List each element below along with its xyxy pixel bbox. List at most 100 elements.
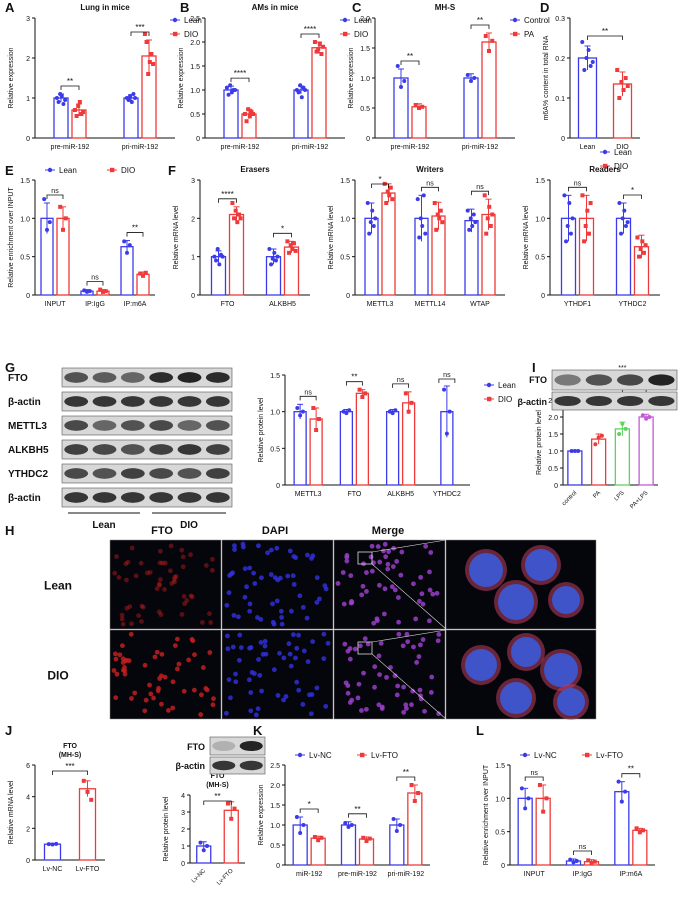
cell bbox=[268, 572, 274, 577]
data-point bbox=[570, 216, 575, 221]
cell bbox=[190, 638, 196, 644]
data-point bbox=[398, 823, 403, 827]
data-point bbox=[544, 796, 549, 801]
legend-marker bbox=[172, 17, 178, 23]
data-point bbox=[469, 79, 473, 83]
data-point bbox=[74, 114, 79, 118]
data-point bbox=[54, 96, 59, 100]
cell bbox=[142, 662, 148, 668]
data-point bbox=[393, 408, 398, 413]
data-point bbox=[319, 52, 324, 56]
cell bbox=[124, 577, 129, 583]
chart-c: C MH-S 0 0.5 1.0 1.5 2.0 Relative expression pre… bbox=[348, 0, 550, 151]
cell bbox=[293, 655, 298, 661]
sig-label: ** bbox=[214, 792, 220, 801]
cell bbox=[121, 667, 126, 673]
data-point bbox=[349, 823, 354, 827]
data-point bbox=[487, 49, 491, 53]
cell bbox=[232, 543, 237, 549]
blot-band bbox=[205, 396, 230, 407]
sig-bracket bbox=[60, 85, 80, 90]
legend-label: Lean bbox=[498, 381, 516, 390]
data-point bbox=[317, 42, 322, 47]
data-point bbox=[622, 208, 627, 213]
blot-label: FTO bbox=[529, 375, 547, 385]
data-point bbox=[275, 254, 280, 259]
bar bbox=[123, 97, 139, 139]
cell bbox=[374, 616, 380, 622]
cell bbox=[139, 619, 144, 624]
y-tick-label: 3 bbox=[26, 16, 30, 23]
data-point bbox=[437, 216, 442, 221]
cell bbox=[285, 573, 291, 579]
blot-band bbox=[177, 396, 202, 407]
cell bbox=[364, 570, 369, 575]
blot-band bbox=[120, 468, 145, 479]
sig-bracket bbox=[203, 800, 232, 805]
blot-band bbox=[239, 740, 263, 752]
x-tick-label: pre-miR-192 bbox=[338, 871, 377, 878]
data-point bbox=[487, 204, 492, 209]
cell bbox=[125, 559, 131, 565]
data-point bbox=[133, 96, 138, 100]
blot-band bbox=[92, 444, 117, 455]
data-point bbox=[438, 208, 443, 213]
blot-band bbox=[648, 395, 675, 407]
y-tick-label: 1.5 bbox=[270, 373, 280, 380]
cell bbox=[404, 631, 410, 637]
data-point bbox=[224, 85, 229, 90]
x-tick-label: Lv-NC bbox=[191, 868, 208, 885]
data-point bbox=[141, 273, 145, 278]
blot-label: ALKBH5 bbox=[8, 445, 49, 456]
blot-band bbox=[617, 374, 644, 386]
cell bbox=[382, 586, 388, 592]
blot-strip bbox=[551, 369, 678, 391]
cell bbox=[359, 708, 364, 713]
data-point bbox=[103, 289, 108, 294]
cell bbox=[158, 612, 164, 618]
x-tick-label: Lv-FTO bbox=[216, 868, 235, 887]
blot-band bbox=[120, 372, 145, 383]
x-tick-label: INPUT bbox=[45, 301, 67, 308]
micro-col-label: Merge bbox=[372, 525, 404, 537]
blot-band bbox=[212, 760, 236, 771]
cell bbox=[378, 640, 384, 646]
data-point bbox=[584, 56, 589, 60]
data-point bbox=[473, 220, 478, 225]
blot-band bbox=[177, 444, 202, 455]
cell bbox=[335, 581, 341, 586]
blot-band bbox=[212, 740, 236, 752]
cell bbox=[162, 560, 168, 566]
cell bbox=[341, 601, 347, 607]
x-tick-label: FTO bbox=[347, 491, 361, 498]
data-point bbox=[526, 796, 531, 801]
panel-letter: K bbox=[253, 723, 263, 738]
data-point bbox=[620, 216, 625, 221]
x-tick-label: pre-miR-192 bbox=[221, 144, 260, 151]
sig-label: ns bbox=[530, 770, 538, 777]
data-point bbox=[416, 791, 421, 795]
cell bbox=[411, 581, 416, 587]
cell bbox=[359, 592, 365, 598]
data-point bbox=[564, 239, 569, 244]
data-point bbox=[409, 783, 414, 787]
blot-band bbox=[120, 444, 145, 455]
cell bbox=[138, 560, 144, 566]
chart-a: A Lung in mice 0 1 2 3 Relative expression pre-… bbox=[5, 0, 202, 151]
data-point bbox=[56, 100, 61, 104]
legend-marker bbox=[602, 149, 608, 155]
cell bbox=[119, 612, 125, 618]
bar bbox=[293, 411, 307, 486]
cell bbox=[416, 598, 422, 604]
cell bbox=[180, 564, 186, 570]
cell bbox=[225, 633, 230, 639]
cell bbox=[271, 621, 277, 627]
cell bbox=[300, 701, 306, 707]
zoom-box bbox=[357, 551, 373, 565]
cell bbox=[357, 643, 363, 649]
data-point bbox=[565, 224, 570, 228]
y-tick-label: 2 bbox=[191, 216, 195, 223]
cell bbox=[287, 651, 293, 657]
cell bbox=[417, 687, 423, 693]
data-point bbox=[623, 76, 628, 80]
